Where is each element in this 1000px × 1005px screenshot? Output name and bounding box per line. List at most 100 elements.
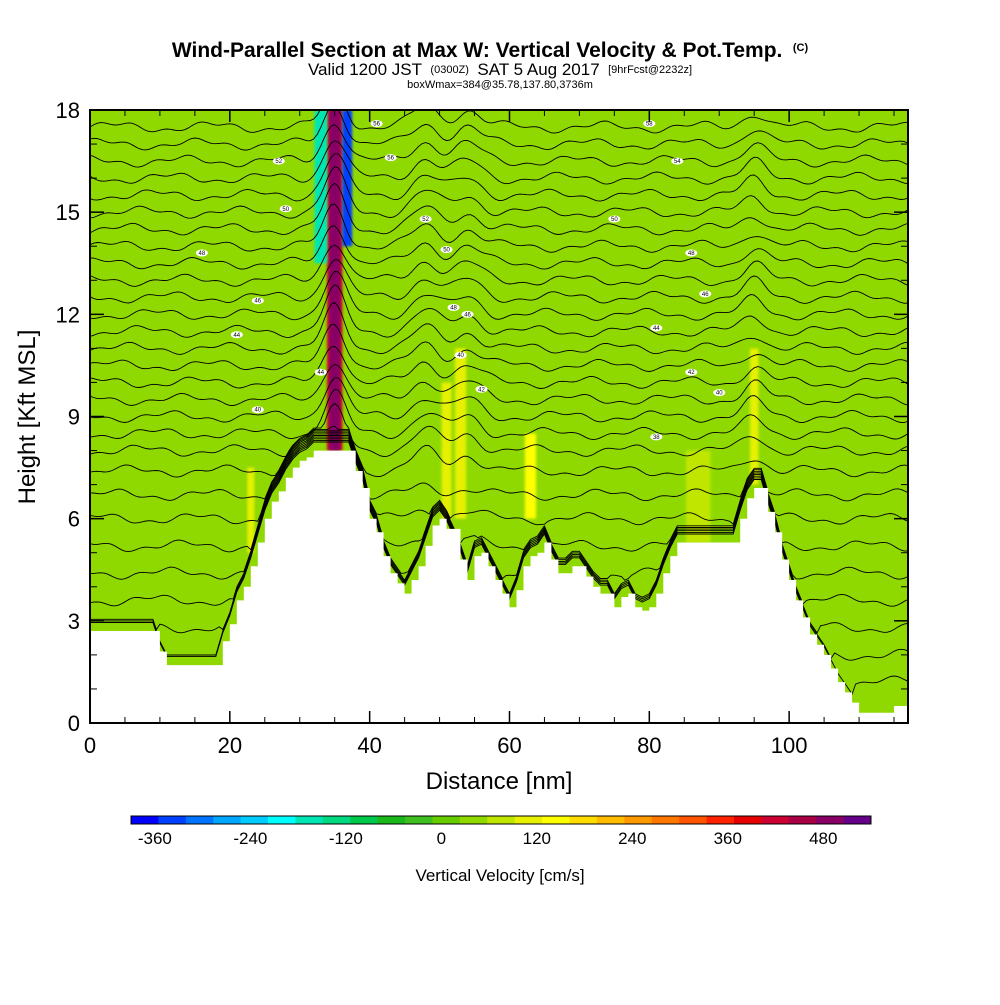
colorbar-swatch-13 [487, 816, 516, 824]
isentrope-17 [90, 377, 908, 423]
isentrope-label-bg-23 [650, 433, 663, 441]
isentrope-label-9: 50 [443, 248, 450, 254]
isentrope-1 [90, 110, 908, 151]
y-tick-label-6: 18 [56, 98, 80, 123]
colorbar-tick-label-2: -120 [329, 829, 363, 848]
isentrope-label-4: 54 [674, 159, 681, 165]
isentrope-label-16: 44 [653, 326, 660, 332]
isentrope-label-8: 48 [199, 251, 206, 257]
colorbar-swatch-14 [514, 816, 543, 824]
colorbar-swatch-21 [706, 816, 735, 824]
velocity-feature-2 [342, 110, 353, 247]
colorbar-swatch-17 [596, 816, 625, 824]
colorbar-tick-label-7: 480 [809, 829, 837, 848]
colorbar-tick-label-3: 0 [437, 829, 446, 848]
isentrope-21 [90, 430, 908, 502]
isentrope-label-bg-5 [279, 205, 292, 213]
isentrope-label-13: 46 [464, 312, 471, 318]
isentrope-8 [90, 225, 908, 270]
isentrope-label-bg-2 [272, 157, 285, 165]
isentrope-label-bg-1 [643, 120, 656, 128]
isentrope-11 [90, 271, 908, 321]
velocity-feature-3 [454, 348, 467, 519]
isentrope-label-bg-13 [461, 310, 474, 318]
isentrope-6 [90, 182, 908, 236]
isentrope-23 [90, 433, 908, 553]
colorbar-tick-label-6: 360 [714, 829, 742, 848]
colorbar: -360 -240 -120 0 120 240 360 480 [130, 815, 872, 848]
x-tick-label-3: 60 [497, 733, 521, 758]
isentrope-label-bg-9 [440, 246, 453, 254]
isentrope-label-7: 50 [611, 217, 618, 223]
colorbar-swatch-6 [295, 816, 324, 824]
isentrope-label-19: 42 [688, 370, 695, 376]
isentrope-label-bg-22 [251, 406, 264, 414]
x-tick-label-2: 40 [357, 733, 381, 758]
isentrope-2 [90, 124, 908, 168]
colorbar-swatch-9 [377, 816, 406, 824]
isentrope-label-bg-16 [650, 324, 663, 332]
isentrope-5 [90, 166, 908, 219]
info-line: boxWmax=384@35.78,137.80,3736m [407, 79, 593, 91]
terrain-mask [90, 450, 908, 723]
colorbar-swatch-1 [158, 816, 187, 824]
plot-area: 56 58 52 56 54 50 52 50 48 50 48 46 48 46 46 44 44 44 40 42… [90, 110, 908, 723]
isentrope-24 [90, 435, 908, 581]
isentrope-label-bg-0 [370, 120, 383, 128]
isentropes [90, 110, 908, 696]
velocity-core-0 [329, 110, 341, 451]
isentrope-14 [90, 324, 908, 372]
velocity-feature-7 [247, 467, 255, 553]
y-tick-label-3: 9 [68, 405, 80, 430]
colorbar-swatch-7 [322, 816, 351, 824]
isentrope-4 [90, 153, 908, 202]
isentrope-label-21: 40 [716, 391, 723, 397]
colorbar-swatch-10 [405, 816, 433, 824]
isentrope-label-bg-10 [685, 249, 698, 257]
colorbar-swatch-18 [624, 816, 653, 824]
colorbar-swatch-0 [131, 816, 159, 824]
isentrope-label-11: 46 [254, 299, 261, 305]
y-tick-label-0: 0 [68, 711, 80, 736]
colorbar-swatch-15 [542, 816, 570, 824]
isentrope-20 [90, 425, 908, 478]
y-tick-label-5: 15 [56, 200, 80, 225]
isentrope-25 [90, 436, 908, 607]
isentrope-22 [90, 431, 908, 526]
x-tick-label-1: 20 [218, 733, 242, 758]
isentrope-label-20: 42 [478, 387, 485, 393]
isentrope-label-18: 40 [457, 353, 464, 359]
velocity-feature-4 [441, 382, 452, 519]
colorbar-swatch-8 [350, 816, 379, 824]
isentrope-9 [90, 244, 908, 287]
isentrope-3 [90, 140, 908, 185]
colorbar-swatch-4 [240, 816, 269, 824]
isentrope-label-15: 44 [233, 333, 240, 339]
isentrope-label-bg-3 [384, 154, 397, 162]
colorbar-frame [130, 815, 872, 825]
isentrope-label-2: 52 [275, 159, 282, 165]
isentrope-label-17: 44 [317, 370, 324, 376]
velocity-feature-5 [524, 433, 537, 519]
isentrope-label-0: 56 [373, 122, 380, 128]
isentrope-label-bg-15 [230, 331, 243, 339]
isentrope-label-6: 52 [422, 217, 429, 223]
isentrope-label-bg-4 [671, 157, 684, 165]
isentrope-label-bg-19 [685, 368, 698, 376]
colorbar-tick-label-5: 240 [618, 829, 646, 848]
colorbar-swatch-12 [459, 816, 488, 824]
x-tick-label-0: 0 [84, 733, 96, 758]
isentrope-label-1: 58 [646, 122, 653, 128]
isentrope-12 [90, 284, 908, 338]
isentrope-label-3: 56 [387, 156, 394, 162]
colorbar-swatch-26 [843, 816, 872, 824]
velocity-feature-6 [749, 348, 759, 485]
isentrope-label-10: 48 [688, 251, 695, 257]
isentrope-10 [90, 259, 908, 304]
colorbar-title: Vertical Velocity [cm/s] [415, 866, 584, 885]
colorbar-swatch-22 [733, 816, 762, 824]
isentrope-label-bg-21 [713, 389, 726, 397]
isentrope-label-bg-20 [475, 385, 488, 393]
